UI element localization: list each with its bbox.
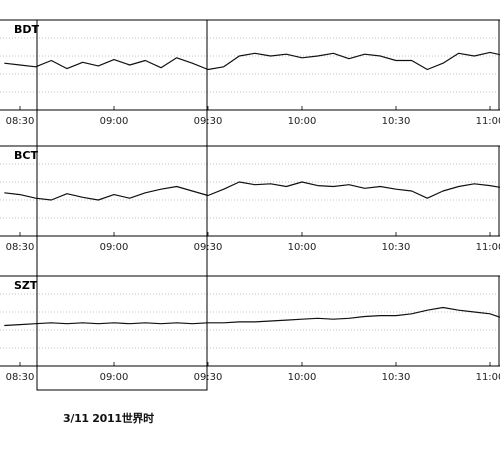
tick-label: 08:30	[6, 116, 35, 127]
tick-label: 09:30	[194, 372, 223, 383]
tick-label: 11:00	[476, 242, 500, 253]
tick-label: 08:30	[6, 372, 35, 383]
data-trace	[4, 51, 500, 71]
data-trace	[4, 306, 500, 327]
tick-label: 09:00	[100, 116, 129, 127]
station-label: BDT	[14, 23, 40, 36]
panel-bdt: 08:30 09:00 09:30 10:00 10:30 11:00 BDT	[0, 19, 500, 127]
panel-bct: 08:30 09:00 09:30 10:00 10:30 11:00 BCT	[0, 145, 500, 253]
data-trace	[4, 181, 500, 201]
event-window-box	[36, 19, 208, 391]
tick-label: 10:30	[382, 242, 411, 253]
tick-label: 09:00	[100, 242, 129, 253]
tick-label: 10:00	[288, 372, 317, 383]
tick-label: 11:00	[476, 116, 500, 127]
panel-szt: 08:30 09:00 09:30 10:00 10:30 11:00 SZT	[0, 275, 500, 383]
tick-label: 10:30	[382, 116, 411, 127]
tick-label: 10:30	[382, 372, 411, 383]
tick-label: 11:00	[476, 372, 500, 383]
panels: 08:30 09:00 09:30 10:00 10:30 11:00 BDT 08:30 09…	[0, 19, 500, 383]
tick-label: 09:30	[194, 242, 223, 253]
station-label: BCT	[14, 149, 38, 162]
tick-label: 10:00	[288, 242, 317, 253]
station-label: SZT	[14, 279, 38, 292]
time-caption: 3/11 2011世界时	[63, 412, 154, 425]
tick-label: 10:00	[288, 116, 317, 127]
tick-label: 08:30	[6, 242, 35, 253]
tick-label: 09:00	[100, 372, 129, 383]
tick-label: 09:30	[194, 116, 223, 127]
